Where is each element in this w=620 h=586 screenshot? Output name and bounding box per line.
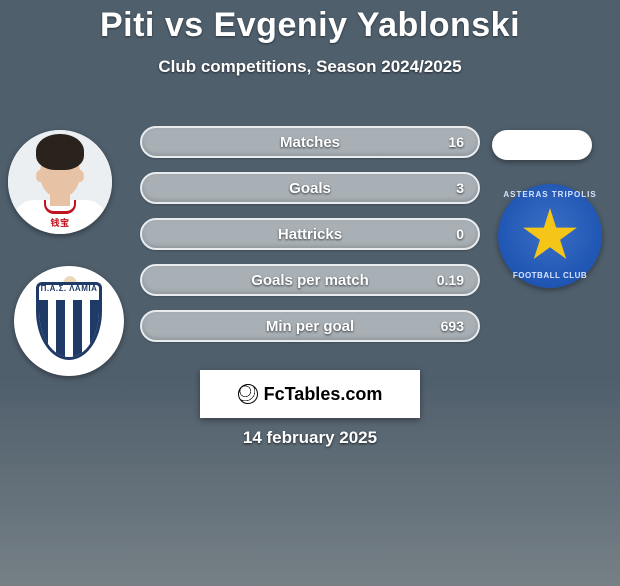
star-icon xyxy=(522,208,578,264)
stat-value-right: 3 xyxy=(456,180,464,196)
player2-crest-top-text: ASTERAS TRIPOLIS xyxy=(498,190,602,199)
fctables-label: FcTables.com xyxy=(264,384,383,405)
stat-label: Matches xyxy=(280,134,340,151)
stat-value-right: 16 xyxy=(448,134,464,150)
title-player1: Piti xyxy=(100,6,155,44)
stat-label: Goals per match xyxy=(251,272,369,289)
title-player2: Evgeniy Yablonski xyxy=(214,6,520,44)
player2-photo-placeholder xyxy=(492,130,592,160)
player2-crest-bottom-text: FOOTBALL CLUB xyxy=(498,271,602,280)
page-title: Piti vs Evgeniy Yablonski xyxy=(0,6,620,45)
stat-label: Hattricks xyxy=(278,226,342,243)
stat-label: Min per goal xyxy=(266,318,354,335)
player1-photo: 钱宝 xyxy=(8,130,112,234)
stat-row-goals-per-match: Goals per match 0.19 xyxy=(140,264,480,296)
stat-value-right: 0.19 xyxy=(437,272,464,288)
stat-row-min-per-goal: Min per goal 693 xyxy=(140,310,480,342)
fctables-badge: FcTables.com xyxy=(200,370,420,418)
stat-row-hattricks: Hattricks 0 xyxy=(140,218,480,250)
match-date: 14 february 2025 xyxy=(0,428,620,448)
stat-label: Goals xyxy=(289,180,331,197)
stats-bars: Matches 16 Goals 3 Hattricks 0 Goals per… xyxy=(140,126,480,356)
subtitle-competition: Club competitions, xyxy=(158,57,311,76)
stat-row-matches: Matches 16 xyxy=(140,126,480,158)
player1-crest-text: Π.Α.Σ. ΛΑΜΙΑ xyxy=(36,284,102,293)
stat-value-right: 0 xyxy=(456,226,464,242)
player1-team-crest: Π.Α.Σ. ΛΑΜΙΑ xyxy=(14,266,124,376)
player2-team-crest: ASTERAS TRIPOLIS FOOTBALL CLUB xyxy=(498,184,602,288)
football-icon xyxy=(238,384,258,404)
title-vs: vs xyxy=(165,6,204,44)
subtitle: Club competitions, Season 2024/2025 xyxy=(0,57,620,77)
stat-row-goals: Goals 3 xyxy=(140,172,480,204)
stat-value-right: 693 xyxy=(441,318,464,334)
subtitle-season: Season 2024/2025 xyxy=(316,57,462,76)
player1-shirt-sponsor: 钱宝 xyxy=(28,216,92,229)
